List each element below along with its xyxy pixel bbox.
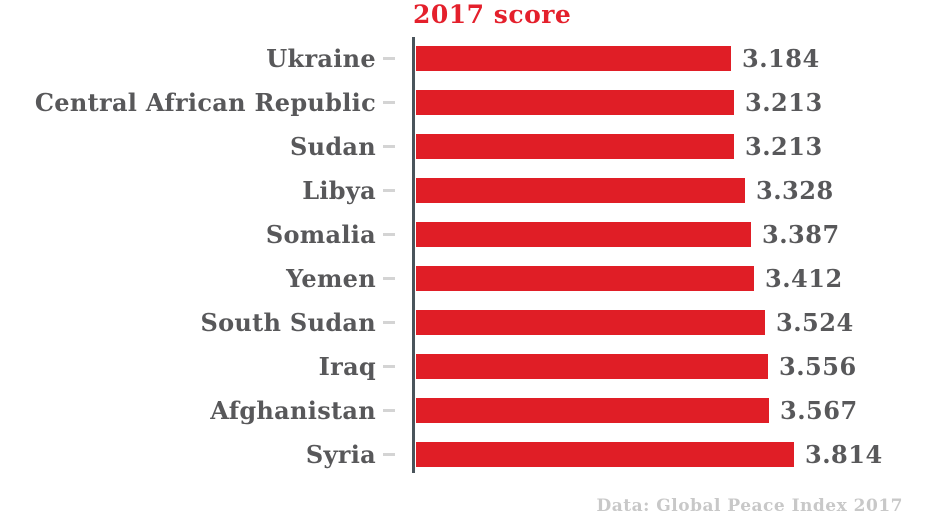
category-label: Somalia <box>265 219 376 249</box>
bar <box>416 309 765 335</box>
bar <box>416 221 751 247</box>
bar <box>416 441 794 467</box>
value-label: 3.524 <box>776 307 854 337</box>
bar <box>416 265 754 291</box>
category-label: Central African Republic <box>34 87 376 117</box>
bar-row: Somalia 3.387 <box>0 212 925 256</box>
bar-row: Sudan 3.213 <box>0 124 925 168</box>
category-label: South Sudan <box>200 307 376 337</box>
bar <box>416 89 734 115</box>
chart-title: 2017 score <box>413 0 572 29</box>
category-label: Sudan <box>289 131 376 161</box>
value-label: 3.412 <box>765 263 843 293</box>
axis-tick <box>383 188 395 192</box>
value-label: 3.328 <box>756 175 834 205</box>
axis-tick <box>383 364 395 368</box>
category-label: Syria <box>305 439 376 469</box>
bar-row: Yemen 3.412 <box>0 256 925 300</box>
category-label: Ukraine <box>266 43 376 73</box>
axis-tick <box>383 452 395 456</box>
value-label: 3.213 <box>745 131 823 161</box>
axis-tick <box>383 408 395 412</box>
value-label: 3.387 <box>762 219 840 249</box>
axis-tick <box>383 276 395 280</box>
category-label: Yemen <box>286 263 376 293</box>
category-label: Afghanistan <box>210 395 376 425</box>
bar <box>416 133 734 159</box>
bar-row: Iraq 3.556 <box>0 344 925 388</box>
axis-tick <box>383 100 395 104</box>
bar-row: Afghanistan 3.567 <box>0 388 925 432</box>
axis-tick <box>383 320 395 324</box>
value-label: 3.556 <box>779 351 857 381</box>
bar-row: South Sudan 3.524 <box>0 300 925 344</box>
value-label: 3.213 <box>745 87 823 117</box>
bar <box>416 353 768 379</box>
axis-tick <box>383 232 395 236</box>
bar-row: Libya 3.328 <box>0 168 925 212</box>
source-note: Data: Global Peace Index 2017 <box>596 496 903 516</box>
bar <box>416 397 769 423</box>
bar-row: Syria 3.814 <box>0 432 925 476</box>
y-axis-line <box>412 37 415 473</box>
value-label: 3.184 <box>742 43 820 73</box>
category-label: Iraq <box>318 351 376 381</box>
value-label: 3.567 <box>780 395 858 425</box>
bar-row: Ukraine 3.184 <box>0 36 925 80</box>
bar-rows: Ukraine 3.184 Central African Republic 3.21… <box>0 36 925 476</box>
bar <box>416 177 745 203</box>
bar-row: Central African Republic 3.213 <box>0 80 925 124</box>
axis-tick <box>383 144 395 148</box>
category-label: Libya <box>302 175 376 205</box>
bar <box>416 45 731 71</box>
value-label: 3.814 <box>805 439 883 469</box>
axis-tick <box>383 56 395 60</box>
